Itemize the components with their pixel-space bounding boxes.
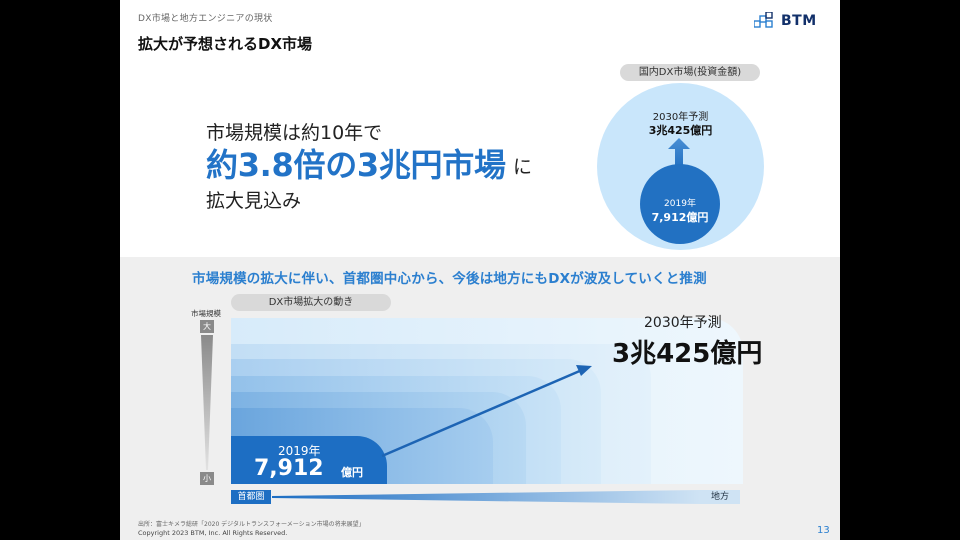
market-size-pill: 国内DX市場(投資金額) xyxy=(620,64,760,81)
dx-expansion-pill: DX市場拡大の動き xyxy=(231,294,391,311)
page-number: 13 xyxy=(817,525,830,536)
logo-text: BTM xyxy=(781,13,817,29)
y-axis-scale-bar xyxy=(201,335,213,470)
logo-mark-icon xyxy=(754,12,773,28)
end-forecast-label: 2030年予測 xyxy=(644,315,722,331)
start-value-unit: 億円 xyxy=(341,466,363,479)
page-title: 拡大が予想されるDX市場 xyxy=(138,35,313,53)
breadcrumb: DX市場と地方エンジニアの現状 xyxy=(138,14,273,24)
lead-line-1: 市場規模は約10年で xyxy=(206,122,383,144)
base-year-label: 2019年 xyxy=(664,199,696,209)
y-axis-label: 市場規模 xyxy=(191,309,221,318)
lower-headline: 市場規模の拡大に伴い、首都圏中心から、今後は地方にもDXが波及していくと推測 xyxy=(192,271,707,287)
y-axis-bottom-label: 小 xyxy=(200,472,214,485)
source-note: 出所：富士キメラ総研「2020 デジタルトランスフォーメーション市場の将来展望」 xyxy=(138,521,365,528)
company-logo: BTM xyxy=(754,12,817,30)
start-value-box: 2019年 7,912 億円 xyxy=(231,436,387,484)
x-axis-left-label: 首都圏 xyxy=(231,490,271,504)
slide: DX市場と地方エンジニアの現状 拡大が予想されるDX市場 BTM 市場規模は約1… xyxy=(120,0,840,540)
lead-highlight-suffix: に xyxy=(513,156,533,178)
base-year-value: 7,912億円 xyxy=(651,211,709,224)
growth-arrow-icon xyxy=(668,138,690,168)
x-axis-right-label: 地方 xyxy=(700,490,740,504)
x-axis-spread-bar xyxy=(272,490,700,504)
lead-highlight: 約3.8倍の3兆円市場 xyxy=(206,146,506,184)
start-year-label: 2019年 xyxy=(278,444,321,458)
forecast-value: 3兆425億円 xyxy=(648,124,713,137)
base-year-circle: 2019年 7,912億円 xyxy=(640,164,720,244)
start-value: 7,912 xyxy=(254,456,324,481)
y-axis-top-label: 大 xyxy=(200,320,214,333)
copyright: Copyright 2023 BTM, Inc. All Rights Rese… xyxy=(138,529,288,537)
end-forecast-value: 3兆425億円 xyxy=(612,339,763,369)
lead-line-3: 拡大見込み xyxy=(206,190,302,212)
forecast-label: 2030年予測 xyxy=(652,112,709,123)
